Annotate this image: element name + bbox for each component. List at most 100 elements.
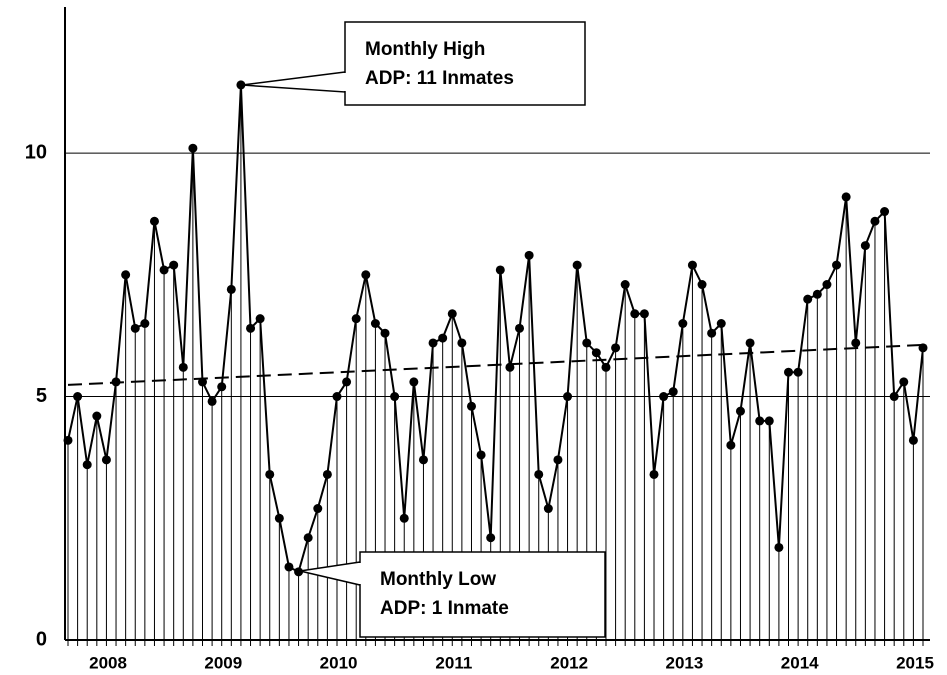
data-point — [121, 270, 131, 280]
data-point — [197, 377, 207, 387]
data-point — [255, 314, 265, 324]
data-point — [409, 377, 419, 387]
data-point — [447, 309, 457, 319]
data-point — [899, 377, 909, 387]
callout-box — [359, 551, 606, 638]
data-point — [438, 333, 448, 343]
data-point — [870, 216, 880, 226]
data-point — [274, 513, 284, 523]
data-point — [73, 392, 83, 402]
data-point — [707, 328, 717, 338]
callout-pointer — [299, 561, 361, 586]
data-point — [284, 562, 294, 572]
data-point — [418, 455, 428, 465]
data-point — [678, 319, 688, 328]
data-point — [524, 250, 534, 260]
data-point — [294, 567, 304, 577]
data-point — [793, 367, 803, 377]
annotation-text: ADP: 1 Inmate — [380, 598, 509, 619]
data-point — [553, 455, 563, 465]
data-point — [764, 416, 774, 426]
data-point — [649, 469, 659, 479]
data-point — [860, 241, 870, 251]
x-tick-label: 2008 — [89, 653, 127, 672]
data-point — [687, 260, 697, 270]
data-point — [889, 392, 899, 402]
x-tick-label: 2015 — [896, 653, 934, 672]
data-point — [803, 294, 813, 304]
data-point — [457, 338, 467, 348]
x-tick-label: 2012 — [550, 653, 588, 672]
data-point — [303, 533, 313, 543]
x-tick-label: 2011 — [435, 653, 472, 672]
data-point — [735, 406, 745, 416]
data-point — [313, 504, 323, 514]
data-point — [822, 280, 832, 290]
annotation-text: Monthly High — [365, 39, 485, 60]
data-point — [832, 260, 842, 270]
x-tick-label: 2014 — [781, 653, 819, 672]
data-point — [399, 513, 409, 523]
y-tick-label: 5 — [36, 385, 47, 407]
data-point — [784, 367, 794, 377]
data-point — [101, 455, 111, 465]
data-point — [361, 270, 371, 280]
data-point — [370, 319, 380, 328]
data-point — [755, 416, 765, 426]
data-point — [563, 392, 573, 402]
data-line — [67, 84, 924, 574]
data-point — [217, 382, 227, 392]
data-point — [611, 343, 621, 353]
data-point — [342, 377, 352, 387]
data-point — [841, 192, 851, 202]
data-point — [486, 533, 496, 543]
data-point — [159, 265, 169, 275]
data-point — [745, 338, 755, 348]
data-point — [188, 143, 198, 153]
data-point — [236, 80, 246, 90]
data-point — [697, 280, 707, 290]
y-tick-label: 10 — [25, 141, 47, 163]
y-tick-label: 0 — [36, 628, 47, 650]
data-point — [82, 460, 92, 470]
data-point — [322, 469, 332, 479]
annotation-text: ADP: 11 Inmates — [365, 68, 514, 89]
data-point — [149, 216, 159, 226]
x-tick-label: 2013 — [666, 653, 704, 672]
annotation-text: Monthly Low — [380, 569, 496, 590]
data-point — [851, 338, 861, 348]
data-point — [495, 265, 505, 275]
data-point — [515, 323, 525, 333]
data-point — [601, 362, 611, 372]
data-point — [582, 338, 592, 348]
data-point — [659, 392, 669, 402]
data-point — [207, 396, 217, 406]
data-point — [591, 348, 601, 358]
data-point — [428, 338, 438, 348]
data-point — [543, 504, 553, 514]
data-point — [140, 319, 150, 328]
data-point — [716, 319, 726, 328]
data-point — [169, 260, 179, 270]
data-point — [668, 387, 678, 397]
data-point — [620, 280, 630, 290]
data-point — [226, 284, 236, 294]
data-point — [130, 323, 140, 333]
trend-line — [67, 343, 924, 386]
callout-box — [344, 21, 586, 106]
data-point — [880, 207, 890, 217]
data-point — [630, 309, 640, 319]
data-point — [390, 392, 400, 402]
data-point — [476, 450, 486, 460]
data-point — [466, 401, 476, 411]
data-point — [92, 411, 102, 421]
callout-pointer — [241, 71, 346, 93]
data-point — [332, 392, 342, 402]
data-point — [774, 542, 784, 552]
data-point — [726, 440, 736, 450]
data-point — [380, 328, 390, 338]
data-point — [63, 435, 73, 445]
data-point — [534, 469, 544, 479]
